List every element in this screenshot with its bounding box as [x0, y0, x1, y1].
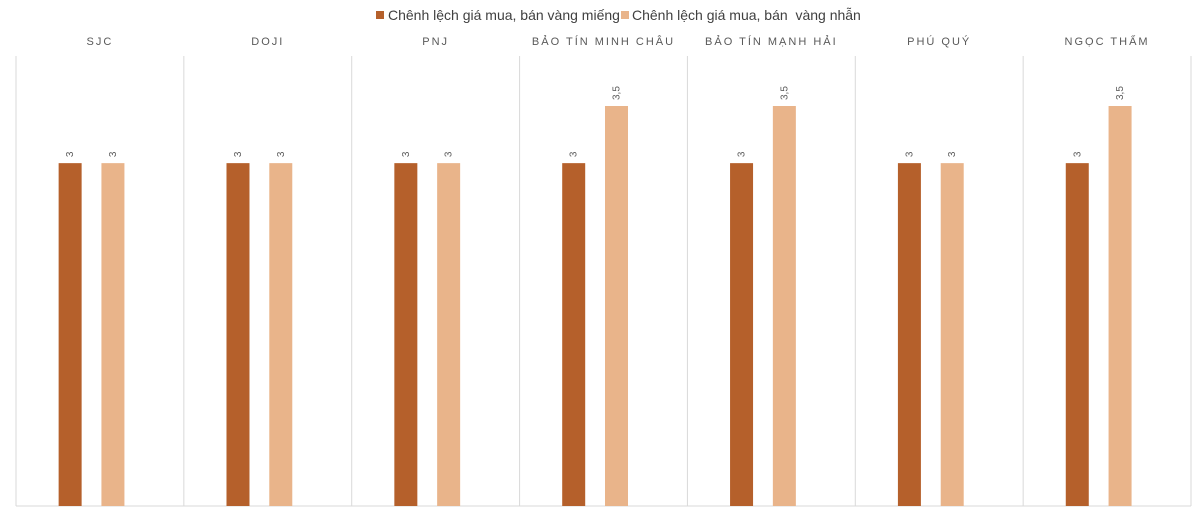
bar-series-1 [562, 163, 586, 506]
category-label: SJC [87, 36, 114, 48]
bar-series-1 [226, 163, 250, 506]
legend-label-1: Chênh lệch giá mua, bán vàng miếng [388, 7, 620, 23]
data-label: 3 [904, 151, 915, 157]
data-label: 3,5 [1115, 86, 1126, 100]
bars [58, 106, 1132, 506]
bar-series-2 [605, 106, 628, 506]
bar-series-1 [1065, 163, 1089, 506]
data-label: 3 [65, 151, 76, 157]
data-label: 3,5 [612, 86, 623, 100]
category-label: NGỌC THẨM [1065, 35, 1150, 48]
panel-dividers [15, 56, 1192, 507]
bar-series-2 [437, 163, 461, 506]
bar-series-2 [940, 163, 964, 506]
legend-swatch-1 [376, 11, 384, 19]
data-label: 3 [401, 151, 412, 157]
data-labels: 3 3 3 3 3 3 3 3,5 3 3,5 3 3 3 3,5 [65, 86, 1126, 157]
category-label: DOJI [251, 36, 284, 48]
category-label: PHÚ QUÝ [907, 35, 971, 48]
category-labels: SJC DOJI PNJ BẢO TÍN MINH CHÂU BẢO TÍN MẠNH … [87, 35, 1150, 48]
bar-series-1 [58, 163, 82, 506]
bar-series-1 [730, 163, 754, 506]
bar-series-1 [897, 163, 921, 506]
data-label: 3 [947, 151, 958, 157]
data-label: 3 [1072, 151, 1083, 157]
legend-label-2: Chênh lệch giá mua, bán vàng nhẫn [632, 7, 861, 23]
data-label: 3 [569, 151, 580, 157]
bar-series-2 [1108, 106, 1132, 506]
data-label: 3 [737, 151, 748, 157]
bar-series-1 [394, 163, 418, 506]
category-label: BẢO TÍN MINH CHÂU [532, 35, 675, 48]
data-label: 3 [233, 151, 244, 157]
category-label: BẢO TÍN MẠNH HẢI [705, 35, 838, 48]
category-label: PNJ [422, 36, 449, 48]
legend: Chênh lệch giá mua, bán vàng miếng Chênh … [376, 7, 861, 23]
bar-series-2 [772, 106, 796, 506]
data-label: 3 [108, 151, 119, 157]
data-label: 3 [444, 151, 455, 157]
legend-swatch-2 [621, 11, 629, 19]
bar-series-2 [101, 163, 125, 506]
data-label: 3,5 [779, 86, 790, 100]
bar-series-2 [269, 163, 293, 506]
data-label: 3 [276, 151, 287, 157]
